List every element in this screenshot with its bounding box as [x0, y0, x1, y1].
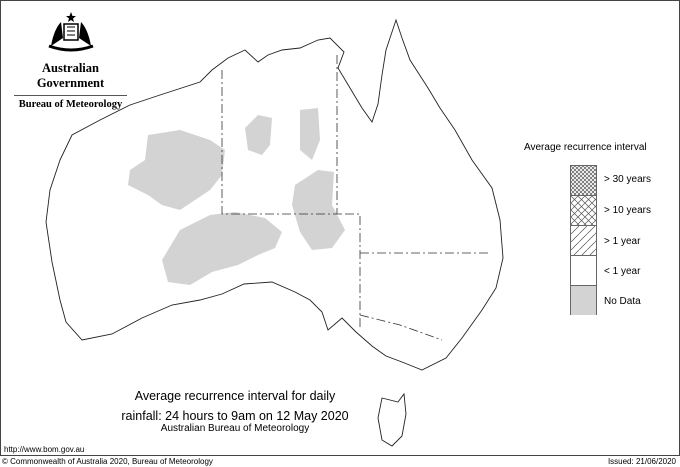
legend-swatch-no-data — [570, 285, 597, 315]
legend-label: > 30 years — [604, 174, 651, 185]
no-data-regions — [128, 108, 345, 285]
tasmania-outline — [377, 392, 407, 447]
website-link[interactable]: http://www.bom.gov.au — [4, 445, 85, 454]
legend: > 30 years > 10 years > 1 year < 1 year … — [570, 165, 651, 315]
government-name: Australian Government — [36, 61, 105, 90]
state-borders — [221, 55, 488, 341]
title-line-2: rainfall: 24 hours to 9am on 12 May 2020 — [121, 409, 349, 423]
legend-swatch-10-years — [570, 195, 597, 225]
legend-swatch-30-years — [570, 165, 597, 195]
legend-title: Average recurrence interval — [524, 142, 647, 153]
map-title: Average recurrence interval for daily ra… — [100, 386, 370, 426]
legend-label: > 10 years — [604, 205, 651, 216]
map-subtitle: Australian Bureau of Meteorology — [160, 423, 310, 434]
title-line-1: Average recurrence interval for daily — [134, 389, 336, 403]
copyright: © Commonwealth of Australia 2020, Bureau… — [2, 457, 213, 466]
bom-logo: Australian Government Bureau of Meteorol… — [8, 10, 133, 110]
legend-swatch-1-year — [570, 225, 597, 255]
issued-date: Issued: 21/06/2020 — [607, 457, 676, 466]
agency-name: Bureau of Meteorology — [14, 95, 127, 110]
legend-label: < 1 year — [604, 266, 641, 277]
legend-label: > 1 year — [604, 236, 641, 247]
legend-label: No Data — [604, 296, 641, 307]
mainland-outline — [45, 18, 504, 371]
legend-swatch-less-1-year — [570, 255, 597, 285]
coat-of-arms-icon — [47, 12, 94, 52]
